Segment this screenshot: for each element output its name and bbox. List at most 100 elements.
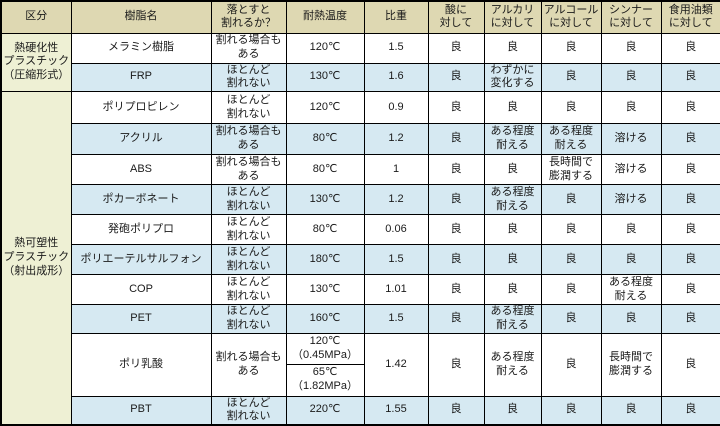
cell-resin-name: 発砲ポリプロ [70,214,212,245]
cell-gravity: 1.01 [363,274,429,305]
cell-thinner: ある程度 耐える [600,274,662,305]
cell-alkali: ある程度 耐える [483,184,542,215]
cell-oil: 良 [660,214,720,245]
cell-oil: 良 [660,244,720,275]
cell-acid: 良 [427,332,485,397]
cell-alcohol: 良 [540,184,602,215]
cell-acid: 良 [427,274,485,305]
header-thinner: シンナー に対して [600,0,662,34]
cell-gravity: 1.42 [363,332,429,397]
cell-acid: 良 [427,184,485,215]
cell-gravity: 0.06 [363,214,429,245]
cell-alkali: 良 [483,32,542,64]
cell-alcohol: 良 [540,214,602,245]
cell-oil: 良 [660,184,720,215]
cell-alcohol: 良 [540,332,602,397]
cell-break: ほとんど 割れない [210,62,287,92]
cell-oil: 良 [660,332,720,397]
cell-heat-temp: 80℃ [285,154,365,185]
group-label-thermoset: 熱硬化性 プラスチック （圧縮形式） [0,32,72,92]
cell-resin-name: PBT [70,395,212,426]
header-category: 区分 [0,0,72,34]
header-alkali: アルカリ に対して [483,0,542,34]
cell-oil: 良 [660,274,720,305]
table-row: PET ほとんど 割れない 160℃ 1.5 良 ある程度 耐える 良 良 良 [1,304,720,334]
cell-thinner: 溶ける [600,154,662,185]
cell-gravity: 1.55 [363,395,429,426]
cell-alkali: ある程度 耐える [483,123,542,155]
cell-resin-name: ポリ乳酸 [70,332,212,397]
cell-break: 割れる場合も ある [210,332,287,397]
cell-break: 割れる場合も ある [210,123,287,155]
cell-oil: 良 [660,395,720,426]
cell-thinner: 良 [600,395,662,426]
cell-oil: 良 [660,304,720,334]
cell-resin-name: ポリエーテルサルフォン [70,244,212,275]
cell-thinner: 溶ける [600,123,662,155]
cell-thinner: 良 [600,62,662,92]
header-edible-oil: 食用油類 に対して [660,0,720,34]
cell-alkali: 良 [483,214,542,245]
cell-resin-name: メラミン樹脂 [70,32,212,64]
header-break-when-dropped: 落とすと 割れるか？ [210,0,287,34]
cell-resin-name: ポリプロピレン [70,91,212,124]
cell-heat-temp: 80℃ [285,123,365,155]
cell-heat-temp: 130℃ [285,184,365,215]
cell-break: ほとんど 割れない [210,184,287,215]
cell-acid: 良 [427,244,485,275]
cell-acid: 良 [427,395,485,426]
header-resin-name: 樹脂名 [70,0,212,34]
cell-alcohol: 良 [540,304,602,334]
cell-alkali: 良 [483,274,542,305]
header-acid: 酸に 対して [427,0,485,34]
cell-gravity: 1.5 [363,32,429,64]
cell-heat-temp: 220℃ [285,395,365,426]
cell-resin-name: FRP [70,62,212,92]
cell-gravity: 1.2 [363,123,429,155]
cell-break: ほとんど 割れない [210,244,287,275]
cell-acid: 良 [427,91,485,124]
table-row: ポリエーテルサルフォン ほとんど 割れない 180℃ 1.5 良 良 良 良 良 [1,244,720,275]
cell-thinner: 良 [600,304,662,334]
cell-alkali: 良 [483,91,542,124]
cell-thinner: 溶ける [600,184,662,215]
cell-gravity: 1.6 [363,62,429,92]
cell-thinner: 良 [600,32,662,64]
cell-acid: 良 [427,123,485,155]
cell-alcohol: ある程度 耐える [540,123,602,155]
table-row: COP ほとんど 割れない 130℃ 1.01 良 良 良 ある程度 耐える 良 [1,274,720,305]
cell-break: ほとんど 割れない [210,214,287,245]
table-row: 発砲ポリプロ ほとんど 割れない 80℃ 0.06 良 良 良 良 良 [1,214,720,245]
cell-heat-temp: 130℃ [285,274,365,305]
cell-alcohol: 良 [540,62,602,92]
table-row: ポカーボネート ほとんど 割れない 130℃ 1.2 良 ある程度 耐える 良 … [1,184,720,215]
header-heat-temp: 耐熱温度 [285,0,365,34]
table-row: ABS 割れる場合も ある 80℃ 1 良 良 長時間で 膨潤する 溶ける 良 [1,154,720,185]
cell-heat-temp: 180℃ [285,244,365,275]
cell-alkali: 良 [483,154,542,185]
cell-acid: 良 [427,154,485,185]
cell-alkali: わずかに 変化する [483,62,542,92]
cell-resin-name: ABS [70,154,212,185]
cell-gravity: 1.5 [363,304,429,334]
cell-heat-temp: 160℃ [285,304,365,334]
cell-resin-name: アクリル [70,123,212,155]
cell-thinner: 良 [600,214,662,245]
cell-heat-temp-low: 65℃ （1.82MPa） [285,363,365,397]
cell-heat-temp: 120℃ [285,91,365,124]
header-alcohol: アルコール に対して [540,0,602,34]
cell-break: ほとんど 割れない [210,91,287,124]
cell-alcohol: 長時間で 膨潤する [540,154,602,185]
cell-acid: 良 [427,214,485,245]
cell-oil: 良 [660,62,720,92]
cell-resin-name: COP [70,274,212,305]
cell-alcohol: 良 [540,32,602,64]
cell-oil: 良 [660,154,720,185]
table-row: FRP ほとんど 割れない 130℃ 1.6 良 わずかに 変化する 良 良 良 [1,62,720,92]
cell-break: ほとんど 割れない [210,274,287,305]
cell-oil: 良 [660,91,720,124]
table-row: アクリル 割れる場合も ある 80℃ 1.2 良 ある程度 耐える ある程度 耐… [1,123,720,155]
cell-heat-temp: 80℃ [285,214,365,245]
table-row: PBT ほとんど 割れない 220℃ 1.55 良 良 良 良 良 [1,395,720,426]
